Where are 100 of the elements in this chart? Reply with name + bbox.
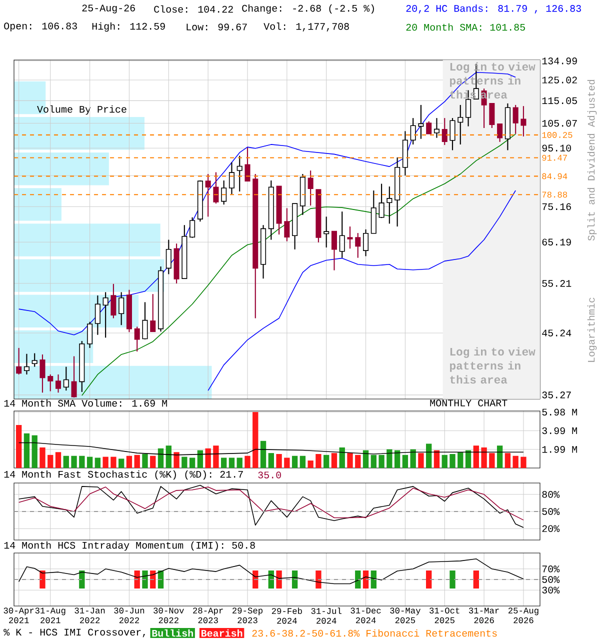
y-tick-label: 45.24 [542, 330, 572, 336]
candlestick [386, 186, 392, 224]
bar [347, 453, 353, 468]
text: Bullish [152, 629, 193, 637]
x-tick-label: 30-Jun 2022 [114, 608, 144, 624]
bar [86, 456, 93, 468]
text: Open: 106.83 [4, 22, 77, 32]
bar [308, 460, 314, 468]
candlestick [102, 292, 108, 338]
candlestick [16, 347, 22, 375]
bar [47, 454, 54, 468]
bar [426, 444, 432, 468]
candlestick [324, 216, 330, 248]
candlestick [48, 374, 54, 392]
bar [323, 454, 330, 468]
y-tick-label: 1.99 M [542, 446, 577, 453]
x-tick-label: 31-Oct 2025 [430, 608, 460, 624]
candlestick [331, 230, 337, 271]
bar [370, 454, 376, 468]
bar [458, 452, 464, 468]
bar [158, 448, 164, 468]
y-tick-label: 5.98 M [542, 408, 577, 416]
bar [418, 453, 424, 468]
bar [189, 458, 196, 468]
candlestick [40, 354, 46, 394]
candlestick [458, 104, 464, 145]
bar [339, 447, 345, 468]
text: Close: 104.22 [154, 5, 233, 13]
candlestick [418, 104, 424, 140]
text: 25-Aug-26 [82, 4, 135, 14]
bar [174, 452, 180, 468]
bar [402, 454, 408, 468]
bar [252, 412, 258, 468]
line-series [18, 442, 524, 456]
bar [489, 453, 495, 468]
candlestick [426, 120, 432, 134]
candlestick [236, 155, 242, 192]
y-tick-label: 35.27 [542, 392, 571, 398]
bar [102, 456, 108, 468]
bar [284, 458, 290, 468]
text: 35.0 [258, 472, 281, 478]
candlestick [339, 211, 345, 258]
candlestick [228, 162, 234, 195]
text: Low: 99.67 [186, 24, 247, 30]
candlestick [497, 123, 503, 142]
text: High: 112.59 [92, 22, 165, 32]
bar [410, 449, 416, 468]
bar [32, 435, 38, 468]
chart-title: 14 Month HCS Intraday Momentum (IMI): 50.8 [4, 541, 255, 551]
x-tick-label: 25-Aug 2026 [508, 608, 538, 624]
candlestick [355, 232, 361, 258]
bar [182, 456, 188, 468]
y-tick-label: 50% [542, 576, 560, 583]
bar [16, 425, 22, 468]
candlestick [24, 353, 30, 375]
y-tick-label: 20% [542, 525, 560, 532]
candlestick [378, 183, 384, 219]
bar [496, 446, 503, 468]
line-series [18, 486, 524, 520]
y-tick-label: 50% [542, 508, 560, 515]
y-tick-label: 95.10 [542, 144, 571, 152]
bar [14, 152, 109, 186]
bar [142, 454, 148, 468]
bar [63, 456, 69, 468]
candlestick [442, 118, 448, 146]
x-tick-label: 31-Dec 2024 [350, 608, 381, 624]
bar [355, 454, 361, 468]
line-series [18, 558, 524, 584]
candlestick [489, 102, 495, 129]
candlestick [308, 170, 314, 206]
text: 23.6-38.2-50-61.8% Fibonacci Retracements [252, 629, 497, 637]
y-tick-label: 75.16 [542, 203, 571, 210]
candlestick [118, 292, 124, 326]
bar [434, 450, 440, 468]
bar [473, 446, 479, 468]
bar [378, 454, 384, 468]
text: Volume By Price [36, 105, 126, 115]
y-tick-label: 105.07 [542, 120, 577, 127]
bar [292, 456, 298, 468]
text: 20,2 HC Bands: 81.79 , 126.83 [406, 4, 581, 14]
bar [316, 454, 322, 468]
candlestick [166, 239, 172, 275]
y-axis-title: Split and Dividend Adjusted [587, 80, 597, 241]
text: MONTHLY CHART [430, 400, 508, 406]
candlestick [284, 208, 290, 242]
y-tick-label: 55.21 [542, 280, 572, 287]
bar [94, 458, 100, 468]
y-tick-label: 70% [542, 566, 560, 572]
x-tick-label: 31-Jul 2024 [311, 608, 342, 624]
y-tick-label: 65.19 [542, 238, 571, 246]
candlestick [110, 283, 116, 319]
bar [71, 456, 77, 468]
bar [236, 458, 242, 468]
bar [118, 458, 124, 468]
chart-title: 14 Month Fast Stochastic (%K) (%D): 21.7 [4, 470, 243, 480]
candlestick [450, 118, 456, 151]
bar [450, 454, 456, 468]
bar [166, 446, 172, 468]
bar [213, 446, 219, 468]
bar [24, 433, 30, 468]
